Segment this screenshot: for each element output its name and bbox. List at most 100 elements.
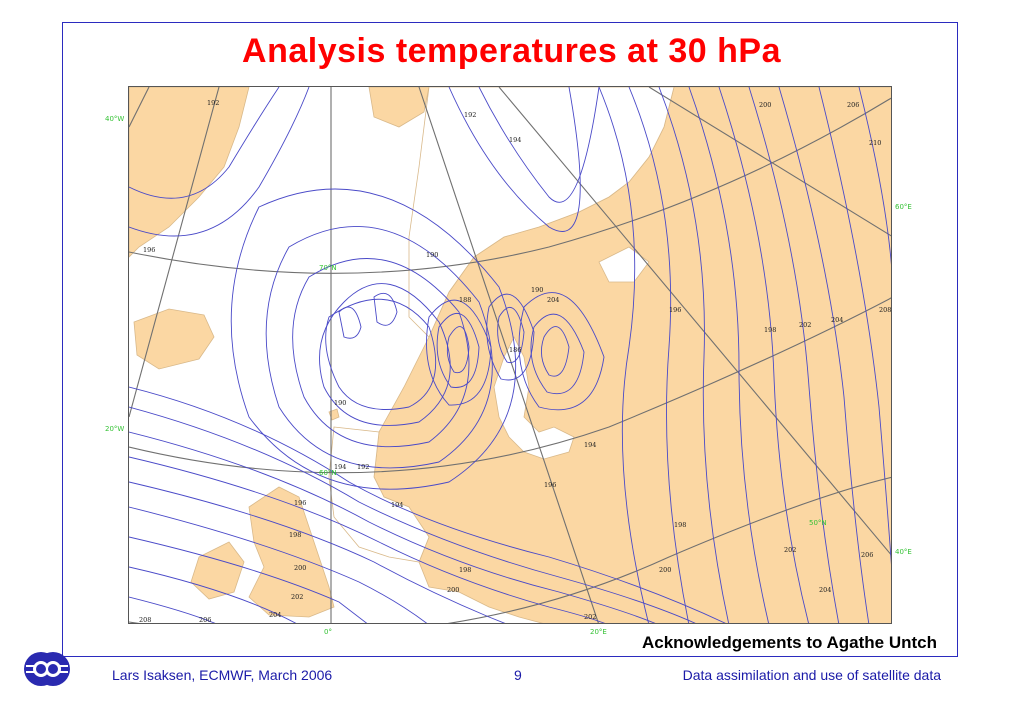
lon-20w-line — [129, 87, 220, 418]
contour-west-1 — [129, 386, 726, 623]
contour-west-7 — [129, 536, 368, 623]
contour-scand-7 — [530, 313, 585, 394]
contour-small-2 — [373, 292, 398, 326]
contour-label: 190 — [334, 399, 346, 407]
lat-60n-label: 60°N — [319, 469, 337, 477]
contour-label: 200 — [759, 101, 771, 109]
land-layer — [129, 87, 891, 623]
graticule-layer — [129, 87, 891, 623]
contour-label: 200 — [659, 566, 671, 574]
contour-label: 196 — [143, 246, 155, 254]
contour-label: 200 — [447, 586, 459, 594]
lon-20e-line — [418, 87, 599, 623]
contour-west-8 — [129, 566, 297, 623]
contour-label: 194 — [509, 136, 521, 144]
contour-label: 198 — [459, 566, 471, 574]
contour-scand-1 — [446, 326, 470, 374]
lat-50n-line — [129, 476, 891, 623]
map-canvas: 192 194 196 198 200 202 204 206 208 210 … — [129, 87, 891, 624]
land-svalbard — [368, 87, 430, 128]
contour-east-3 — [658, 87, 730, 623]
contour-label: 200 — [294, 564, 306, 572]
contour-label: 196 — [294, 499, 306, 507]
lon-40e-label: 40°E — [895, 548, 912, 556]
contour-label: 198 — [289, 531, 301, 539]
contour-low-5 — [230, 188, 517, 490]
temperature-map: 192 194 196 198 200 202 204 206 208 210 … — [128, 86, 892, 624]
contour-west-5 — [129, 481, 506, 623]
contour-north-2 — [448, 87, 581, 232]
slide-title: Analysis temperatures at 30 hPa — [242, 32, 781, 70]
contour-label: 206 — [847, 101, 859, 109]
contour-labels: 192 194 196 198 200 202 204 206 208 210 … — [139, 99, 891, 624]
water-north-sea — [328, 426, 430, 563]
contour-west-3 — [129, 431, 656, 623]
contour-label: 186 — [509, 346, 521, 354]
lon-60e-line — [648, 87, 891, 237]
contour-scand-4 — [497, 306, 525, 364]
contour-label: 204 — [819, 586, 831, 594]
contour-label: 204 — [831, 316, 843, 324]
contour-label: 198 — [674, 521, 686, 529]
land-britain — [248, 486, 335, 618]
lon-0-label: 0° — [324, 628, 332, 636]
contour-label: 208 — [139, 616, 151, 624]
contour-label: 206 — [861, 551, 873, 559]
contour-nw-1 — [129, 87, 280, 199]
contour-east-7 — [778, 87, 870, 623]
contour-east-4 — [688, 87, 770, 623]
lon-20w-label: 20°W — [105, 425, 125, 433]
contour-scand-2 — [436, 312, 480, 388]
land-iceland — [133, 308, 215, 370]
lat-70n-line — [129, 97, 891, 274]
contour-label: 194 — [334, 463, 346, 471]
contour-label: 202 — [291, 593, 303, 601]
contour-east-8 — [818, 87, 891, 565]
contour-label: 202 — [799, 321, 811, 329]
contour-scand-3 — [426, 299, 492, 406]
contour-label: 202 — [584, 613, 596, 621]
water-barents — [408, 87, 675, 338]
ecmwf-logo-icon — [24, 652, 70, 686]
contour-west-6 — [129, 506, 428, 623]
lon-40w-label: 40°W — [105, 115, 125, 123]
contour-label: 194 — [391, 501, 403, 509]
water-white-sea — [598, 246, 650, 283]
land-greenland — [129, 87, 250, 258]
contour-west-4 — [129, 456, 606, 623]
contour-layer — [129, 87, 891, 623]
acknowledgement-text: Acknowledgements to Agathe Untch — [641, 633, 937, 652]
contour-label: 192 — [464, 111, 476, 119]
lat-50n-label: 50°N — [809, 519, 827, 527]
contour-label: 190 — [531, 286, 543, 294]
contour-label: 202 — [784, 546, 796, 554]
lat-60n-line — [129, 297, 891, 474]
contour-label: 204 — [269, 611, 281, 619]
contour-label: 196 — [544, 481, 556, 489]
lon-40w-line — [129, 87, 150, 128]
contour-label: 204 — [547, 296, 559, 304]
contour-small-1 — [338, 306, 362, 339]
contour-label: 192 — [357, 463, 369, 471]
footer-topic: Data assimilation and use of satellite d… — [682, 667, 941, 683]
contour-west-2 — [129, 406, 696, 623]
slide-frame — [62, 22, 958, 657]
contour-east-9 — [858, 87, 891, 265]
contour-east-2 — [628, 87, 690, 623]
contour-north-1 — [478, 87, 600, 203]
contour-nw-2 — [129, 87, 310, 237]
contour-east-1 — [598, 87, 649, 623]
contour-label: 196 — [669, 306, 681, 314]
contour-scand-6 — [540, 326, 570, 377]
footer-author: Lars Isaksen, ECMWF, March 2006 — [112, 667, 333, 683]
contour-low-2 — [319, 283, 451, 426]
contour-low-4 — [265, 226, 493, 469]
lon-40e-line — [498, 87, 891, 556]
lat-70n-label: 70°N — [319, 264, 337, 272]
footer-page-number: 9 — [514, 667, 522, 683]
lon-20e-label: 20°E — [590, 628, 607, 636]
contour-label: 210 — [869, 139, 881, 147]
contour-east-6 — [748, 87, 840, 623]
contour-scand-5 — [486, 293, 535, 381]
contour-label: 190 — [426, 251, 438, 259]
